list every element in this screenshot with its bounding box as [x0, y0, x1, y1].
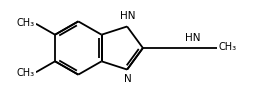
- Text: HN: HN: [120, 11, 135, 21]
- Text: N: N: [124, 74, 131, 84]
- Text: CH₃: CH₃: [17, 18, 35, 28]
- Text: CH₃: CH₃: [17, 68, 35, 78]
- Text: CH₃: CH₃: [218, 42, 236, 52]
- Text: HN: HN: [185, 33, 200, 43]
